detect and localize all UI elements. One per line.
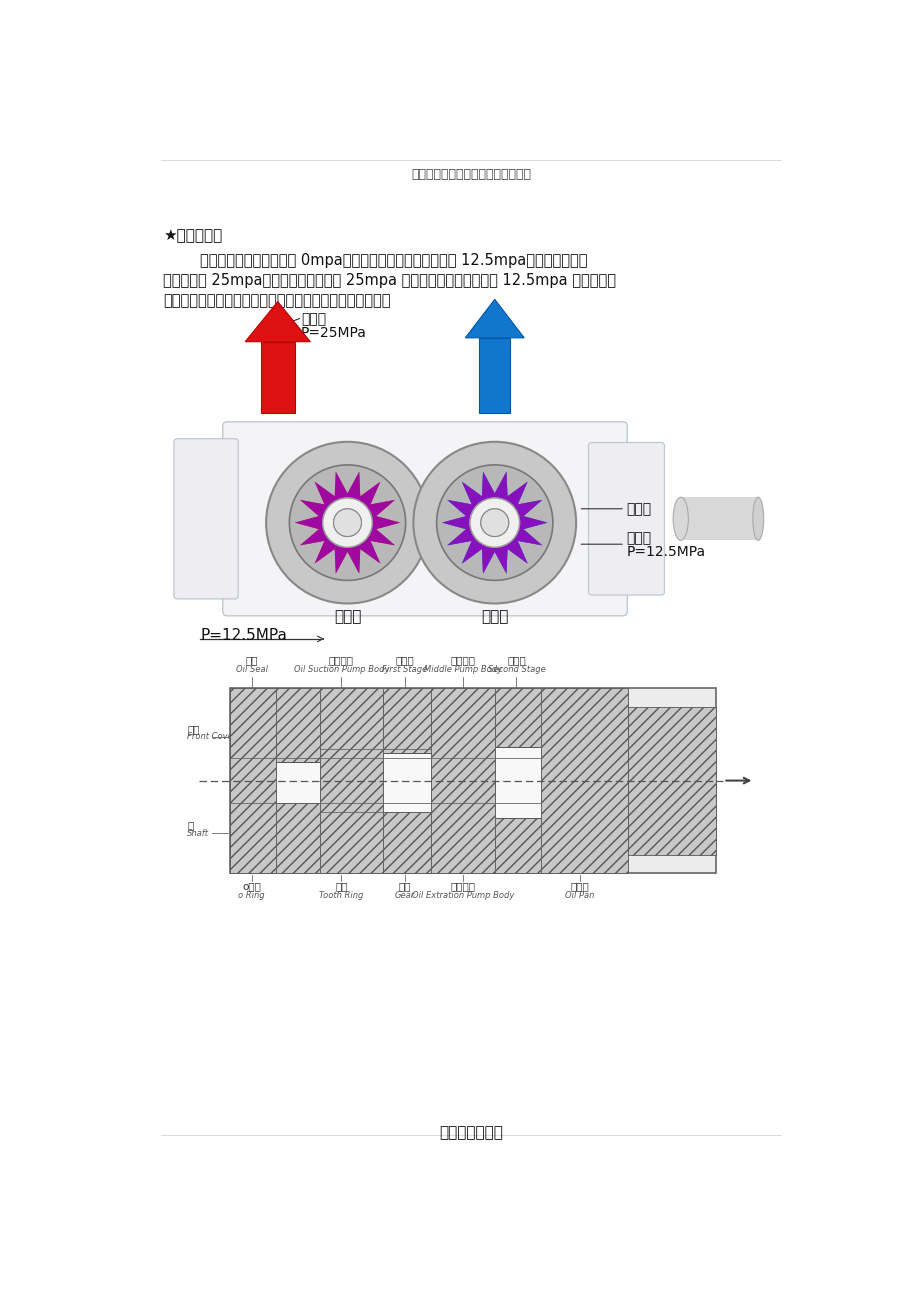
Polygon shape bbox=[294, 471, 400, 574]
Text: Oil Extration Pump Body: Oil Extration Pump Body bbox=[412, 891, 514, 900]
Bar bbox=[382, 688, 431, 753]
Polygon shape bbox=[294, 471, 400, 574]
Text: First Stage: First Stage bbox=[381, 665, 426, 674]
Text: 中间泵体: 中间泵体 bbox=[450, 656, 475, 665]
FancyBboxPatch shape bbox=[222, 422, 627, 615]
Circle shape bbox=[334, 509, 361, 536]
Ellipse shape bbox=[673, 497, 687, 540]
Circle shape bbox=[266, 442, 428, 604]
Text: 第一级: 第一级 bbox=[395, 656, 414, 665]
Text: P=12.5MPa: P=12.5MPa bbox=[626, 545, 705, 559]
Circle shape bbox=[437, 464, 552, 580]
Bar bbox=[276, 688, 319, 762]
Text: 齿圈: 齿圈 bbox=[335, 881, 347, 891]
Bar bbox=[494, 688, 540, 747]
Bar bbox=[276, 803, 319, 873]
Circle shape bbox=[323, 498, 372, 548]
Bar bbox=[260, 342, 294, 412]
Text: o Ring: o Ring bbox=[238, 891, 265, 900]
Bar bbox=[382, 812, 431, 873]
Text: Oil Pan: Oil Pan bbox=[564, 891, 594, 900]
Text: 著改善了泵的工作条件延长泵的使用寿命（见下图示意）。: 著改善了泵的工作条件延长泵的使用寿命（见下图示意）。 bbox=[163, 293, 391, 308]
Bar bbox=[285, 519, 409, 584]
FancyBboxPatch shape bbox=[588, 442, 664, 595]
Text: 吸油区: 吸油区 bbox=[626, 502, 651, 515]
Text: P=25MPa: P=25MPa bbox=[301, 325, 367, 340]
Text: 排油盘: 排油盘 bbox=[570, 881, 588, 891]
Circle shape bbox=[481, 509, 508, 536]
Bar bbox=[230, 688, 276, 873]
Bar bbox=[680, 497, 757, 540]
Text: Tooth Ring: Tooth Ring bbox=[319, 891, 363, 900]
Text: 前盖: 前盖 bbox=[187, 723, 199, 734]
Text: 进油泵体: 进油泵体 bbox=[329, 656, 354, 665]
Text: Middle Pump Body: Middle Pump Body bbox=[424, 665, 502, 674]
Text: 直线共轭内啮合齿轮泵产品技术总汇: 直线共轭内啮合齿轮泵产品技术总汇 bbox=[411, 168, 531, 181]
Bar bbox=[382, 753, 431, 812]
Polygon shape bbox=[245, 302, 310, 342]
Circle shape bbox=[323, 498, 372, 548]
Ellipse shape bbox=[752, 497, 763, 540]
Text: 力就升级为 25mpa，当出口额定压力为 25mpa 时，每级齿轮副仅仅承担 12.5mpa 压力差，显: 力就升级为 25mpa，当出口额定压力为 25mpa 时，每级齿轮副仅仅承担 1… bbox=[163, 273, 616, 288]
Text: 油封: 油封 bbox=[245, 656, 257, 665]
Text: Front Cover: Front Cover bbox=[187, 732, 236, 742]
Text: P=12.5MPa: P=12.5MPa bbox=[200, 628, 287, 643]
Bar bbox=[431, 688, 494, 873]
Text: 技术好服务更好: 技术好服务更好 bbox=[439, 1125, 503, 1141]
Bar bbox=[319, 688, 382, 873]
Polygon shape bbox=[441, 471, 547, 574]
Text: 排油泵体: 排油泵体 bbox=[450, 881, 475, 891]
Text: Oil Seal: Oil Seal bbox=[235, 665, 267, 674]
Polygon shape bbox=[441, 471, 547, 574]
Bar bbox=[494, 747, 540, 817]
Text: ★双级高压型: ★双级高压型 bbox=[163, 228, 222, 243]
Circle shape bbox=[289, 464, 405, 580]
Circle shape bbox=[413, 442, 575, 604]
Text: o型圈: o型圈 bbox=[242, 881, 261, 891]
Text: Shaft: Shaft bbox=[187, 829, 209, 838]
Circle shape bbox=[334, 509, 361, 536]
Circle shape bbox=[481, 509, 508, 536]
Bar bbox=[276, 762, 319, 803]
Bar bbox=[479, 338, 510, 412]
Text: 第二级: 第二级 bbox=[506, 656, 525, 665]
FancyBboxPatch shape bbox=[174, 438, 238, 598]
Bar bbox=[628, 706, 715, 855]
Text: Second Stage: Second Stage bbox=[487, 665, 545, 674]
Text: 第一级: 第一级 bbox=[481, 610, 508, 624]
Text: 第一级齿轮副进口压力为 0mpa，第二级进口额定压力就升为 12.5mpa，泵出口额定压: 第一级齿轮副进口压力为 0mpa，第二级进口额定压力就升为 12.5mpa，泵出… bbox=[163, 254, 587, 268]
Text: Gear: Gear bbox=[394, 891, 414, 900]
Text: 排油区: 排油区 bbox=[301, 312, 325, 327]
Text: 排油区: 排油区 bbox=[626, 531, 651, 545]
Polygon shape bbox=[465, 299, 524, 338]
Circle shape bbox=[470, 498, 519, 548]
Text: 第二级: 第二级 bbox=[334, 610, 361, 624]
Bar bbox=[230, 688, 715, 873]
Circle shape bbox=[470, 498, 519, 548]
Polygon shape bbox=[441, 471, 547, 574]
Text: 齿轮: 齿轮 bbox=[398, 881, 411, 891]
Bar bbox=[494, 817, 540, 873]
Text: Oil Suction Pump Body: Oil Suction Pump Body bbox=[293, 665, 389, 674]
Bar bbox=[540, 688, 628, 873]
Text: 轴: 轴 bbox=[187, 820, 193, 830]
